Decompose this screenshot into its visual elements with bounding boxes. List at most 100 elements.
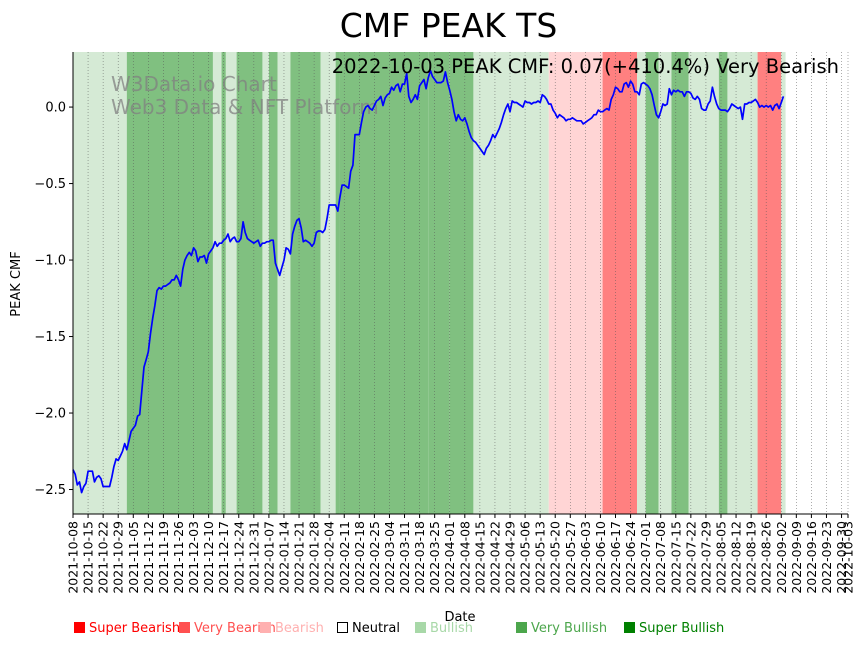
x-tick-label-24: 2022-03-25 (427, 521, 442, 594)
regime-band-25 (727, 52, 758, 514)
watermark-line-1: W3Data.io Chart (111, 72, 277, 96)
regime-band-27 (781, 52, 786, 514)
x-axis-label: Date (444, 610, 475, 625)
x-tick-label-35: 2022-06-10 (593, 521, 608, 594)
x-tick-label-25: 2022-04-01 (442, 521, 457, 594)
regime-band-11 (335, 52, 340, 514)
legend-swatch (415, 622, 426, 633)
legend-swatch (624, 622, 635, 633)
x-tick-label-1: 2021-10-15 (81, 521, 96, 594)
x-tick-label-27: 2022-04-15 (472, 521, 487, 594)
x-tick-label-37: 2022-06-24 (623, 521, 638, 594)
peak-annotation: 2022-10-03 PEAK CMF: 0.07(+410.4%) Very … (332, 55, 839, 78)
y-tick-label-4: −2.0 (34, 407, 66, 422)
x-tick-label-48: 2022-09-09 (789, 521, 804, 594)
legend-swatch (74, 622, 85, 633)
x-tick-label-28: 2022-04-22 (487, 521, 502, 594)
x-tick-label-0: 2021-10-08 (66, 521, 81, 594)
x-tick-label-2: 2021-10-22 (96, 521, 111, 594)
y-tick-label-2: −1.0 (34, 254, 66, 269)
x-tick-label-20: 2022-02-25 (367, 521, 382, 594)
x-tick-label-3: 2021-10-29 (111, 521, 126, 594)
regime-band-17 (548, 52, 603, 514)
y-tick-label-3: −1.5 (34, 330, 66, 345)
legend-label: Super Bullish (639, 621, 725, 636)
x-tick-label-6: 2021-11-19 (156, 521, 171, 594)
regime-bands (73, 52, 786, 514)
regime-band-19 (637, 52, 646, 514)
x-tick-label-49: 2022-09-16 (804, 521, 819, 594)
x-tick-label-44: 2022-08-12 (729, 521, 744, 594)
x-tick-label-4: 2021-11-05 (126, 521, 141, 594)
regime-band-22 (671, 52, 689, 514)
x-tick-label-32: 2022-05-20 (548, 521, 563, 594)
x-tick-label-23: 2022-03-18 (412, 521, 427, 594)
x-tick-label-21: 2022-03-04 (382, 521, 397, 594)
x-tick-label-11: 2021-12-24 (231, 521, 246, 594)
legend-item-bearish: Bearish (260, 621, 324, 637)
y-tick-label-1: −0.5 (34, 177, 66, 192)
regime-band-13 (428, 52, 450, 514)
series-line-layer (72, 69, 785, 494)
date-gridlines (72, 52, 849, 514)
x-tick-label-47: 2022-09-02 (774, 521, 789, 594)
x-tick-label-38: 2022-07-01 (638, 521, 653, 594)
regime-band-5 (236, 52, 263, 514)
regime-band-0 (73, 52, 127, 514)
x-tick-label-45: 2022-08-19 (744, 521, 759, 594)
regime-band-12 (339, 52, 429, 514)
x-tick-label-30: 2022-05-06 (518, 521, 533, 594)
legend-swatch (260, 622, 271, 633)
regime-band-10 (320, 52, 336, 514)
series-line-0 (72, 69, 785, 494)
regime-band-9 (290, 52, 321, 514)
legend-swatch (337, 622, 348, 633)
x-tick-label-29: 2022-04-29 (503, 521, 518, 594)
x-tick-label-42: 2022-07-29 (698, 521, 713, 594)
regime-band-21 (658, 52, 672, 514)
x-tick-label-10: 2021-12-17 (216, 521, 231, 594)
x-tick-label-16: 2022-01-28 (307, 521, 322, 594)
x-tick-label-8: 2021-12-03 (186, 521, 201, 594)
legend-item-very-bearish: Very Bearish (179, 621, 276, 637)
regime-band-2 (212, 52, 222, 514)
x-tick-label-12: 2021-12-31 (246, 521, 261, 594)
x-tick-label-36: 2022-06-17 (608, 521, 623, 594)
x-tick-label-50: 2022-09-23 (819, 521, 834, 594)
legend-item-super-bullish: Super Bullish (624, 621, 724, 637)
legend-label: Very Bearish (194, 621, 276, 636)
chart-title: CMF PEAK TS (339, 6, 558, 45)
legend-swatch (516, 622, 527, 633)
x-tick-label-15: 2022-01-21 (292, 521, 307, 594)
watermark: W3Data.io Chart Web3 Data & NFT Platform (111, 72, 379, 119)
x-tick-label-46: 2022-08-26 (759, 521, 774, 594)
legend-item-very-bullish: Very Bullish (516, 621, 607, 637)
axes (72, 52, 848, 515)
x-tick-label-41: 2022-07-22 (683, 521, 698, 594)
x-tick-label-43: 2022-08-05 (713, 521, 728, 594)
legend-label: Bearish (275, 621, 324, 636)
x-tick-label-19: 2022-02-18 (352, 521, 367, 594)
regime-band-26 (757, 52, 782, 514)
legend-label: Neutral (352, 621, 400, 636)
regime-band-16 (473, 52, 549, 514)
x-axis-ticks: 2021-10-08 2021-10-15 2021-10-22 2021-10-29… (66, 514, 856, 594)
watermark-line-2: Web3 Data & NFT Platform (111, 95, 379, 119)
regime-band-4 (225, 52, 237, 514)
x-tick-label-7: 2021-11-26 (171, 521, 186, 594)
regime-band-20 (645, 52, 659, 514)
x-tick-label-14: 2022-01-14 (276, 521, 291, 594)
y-tick-label-0: 0.0 (45, 101, 66, 116)
regime-band-23 (688, 52, 719, 514)
x-tick-label-22: 2022-03-11 (397, 521, 412, 594)
x-tick-label-51: 2022-09-30 (834, 521, 849, 594)
x-tick-label-26: 2022-04-08 (457, 521, 472, 594)
x-tick-label-18: 2022-02-11 (337, 521, 352, 594)
x-tick-label-40: 2022-07-15 (668, 521, 683, 594)
x-tick-label-17: 2022-02-04 (322, 521, 337, 594)
x-tick-label-5: 2021-11-12 (141, 521, 156, 594)
y-axis-ticks: 0.0 −0.5 −1.0 −1.5 −2.0 −2.5 (34, 101, 73, 498)
y-tick-label-5: −2.5 (34, 483, 66, 498)
legend-item-bullish: Bullish (415, 621, 473, 637)
